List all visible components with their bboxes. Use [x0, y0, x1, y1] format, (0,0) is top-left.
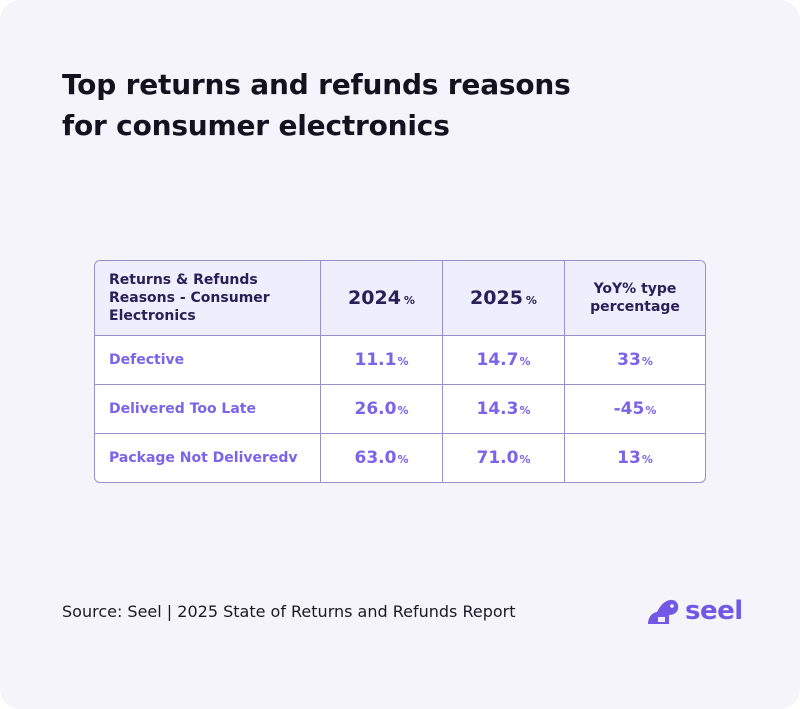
header-2025-unit: % — [525, 294, 537, 307]
seel-logo: seel — [645, 596, 743, 626]
row-2025-unit: % — [519, 404, 531, 417]
header-yoy-line-1: YoY% type — [593, 281, 677, 297]
header-reason: Returns & Refunds Reasons - Consumer Ele… — [95, 261, 321, 336]
header-2024-label: 2024 — [348, 287, 401, 309]
row-2024-cell: 26.0% — [321, 385, 443, 434]
table-row: Delivered Too Late 26.0% 14.3% -45% — [95, 385, 705, 434]
title-line-2: for consumer electronics — [62, 109, 450, 142]
title-line-1: Top returns and refunds reasons — [62, 68, 571, 101]
row-2024-unit: % — [397, 404, 409, 417]
header-2025: 2025% — [443, 261, 565, 336]
row-reason: Package Not Deliveredv — [95, 434, 321, 482]
row-yoy-cell: -45% — [565, 385, 705, 434]
seal-logo-icon — [648, 599, 679, 624]
seel-wordmark: seel — [685, 596, 743, 626]
row-yoy-value: 33 — [617, 350, 641, 370]
row-2024-value: 63.0 — [354, 448, 397, 468]
header-2025-label: 2025 — [470, 287, 523, 309]
row-reason: Delivered Too Late — [95, 385, 321, 434]
row-yoy-value: 13 — [617, 448, 641, 468]
row-yoy-unit: % — [645, 404, 657, 417]
row-yoy-value: -45 — [613, 399, 645, 419]
header-yoy: YoY% type percentage — [565, 261, 705, 336]
row-2025-cell: 14.7% — [443, 336, 565, 385]
row-2024-value: 11.1 — [354, 350, 397, 370]
returns-table: Returns & Refunds Reasons - Consumer Ele… — [94, 260, 706, 483]
header-reason-line-3: Electronics — [109, 308, 196, 324]
row-2025-cell: 71.0% — [443, 434, 565, 482]
row-2025-cell: 14.3% — [443, 385, 565, 434]
row-reason: Defective — [95, 336, 321, 385]
row-yoy-unit: % — [641, 453, 653, 466]
row-yoy-unit: % — [641, 355, 653, 368]
table-header-row: Returns & Refunds Reasons - Consumer Ele… — [95, 261, 705, 336]
page-title: Top returns and refunds reasons for cons… — [62, 64, 682, 146]
row-2025-value: 14.7 — [476, 350, 519, 370]
row-yoy-cell: 13% — [565, 434, 705, 482]
row-2025-value: 14.3 — [476, 399, 519, 419]
row-2024-cell: 63.0% — [321, 434, 443, 482]
header-yoy-line-2: percentage — [590, 299, 680, 315]
header-2024: 2024% — [321, 261, 443, 336]
row-2025-unit: % — [519, 453, 531, 466]
header-reason-line-1: Returns & Refunds — [109, 272, 258, 288]
header-reason-line-2: Reasons - Consumer — [109, 290, 270, 306]
row-2024-unit: % — [397, 453, 409, 466]
table-row: Package Not Deliveredv 63.0% 71.0% 13% — [95, 434, 705, 482]
row-2025-unit: % — [519, 355, 531, 368]
table-row: Defective 11.1% 14.7% 33% — [95, 336, 705, 385]
row-2024-value: 26.0 — [354, 399, 397, 419]
row-2025-value: 71.0 — [476, 448, 519, 468]
header-2024-unit: % — [403, 294, 415, 307]
row-yoy-cell: 33% — [565, 336, 705, 385]
row-2024-cell: 11.1% — [321, 336, 443, 385]
source-note: Source: Seel | 2025 State of Returns and… — [62, 602, 516, 621]
row-2024-unit: % — [397, 355, 409, 368]
